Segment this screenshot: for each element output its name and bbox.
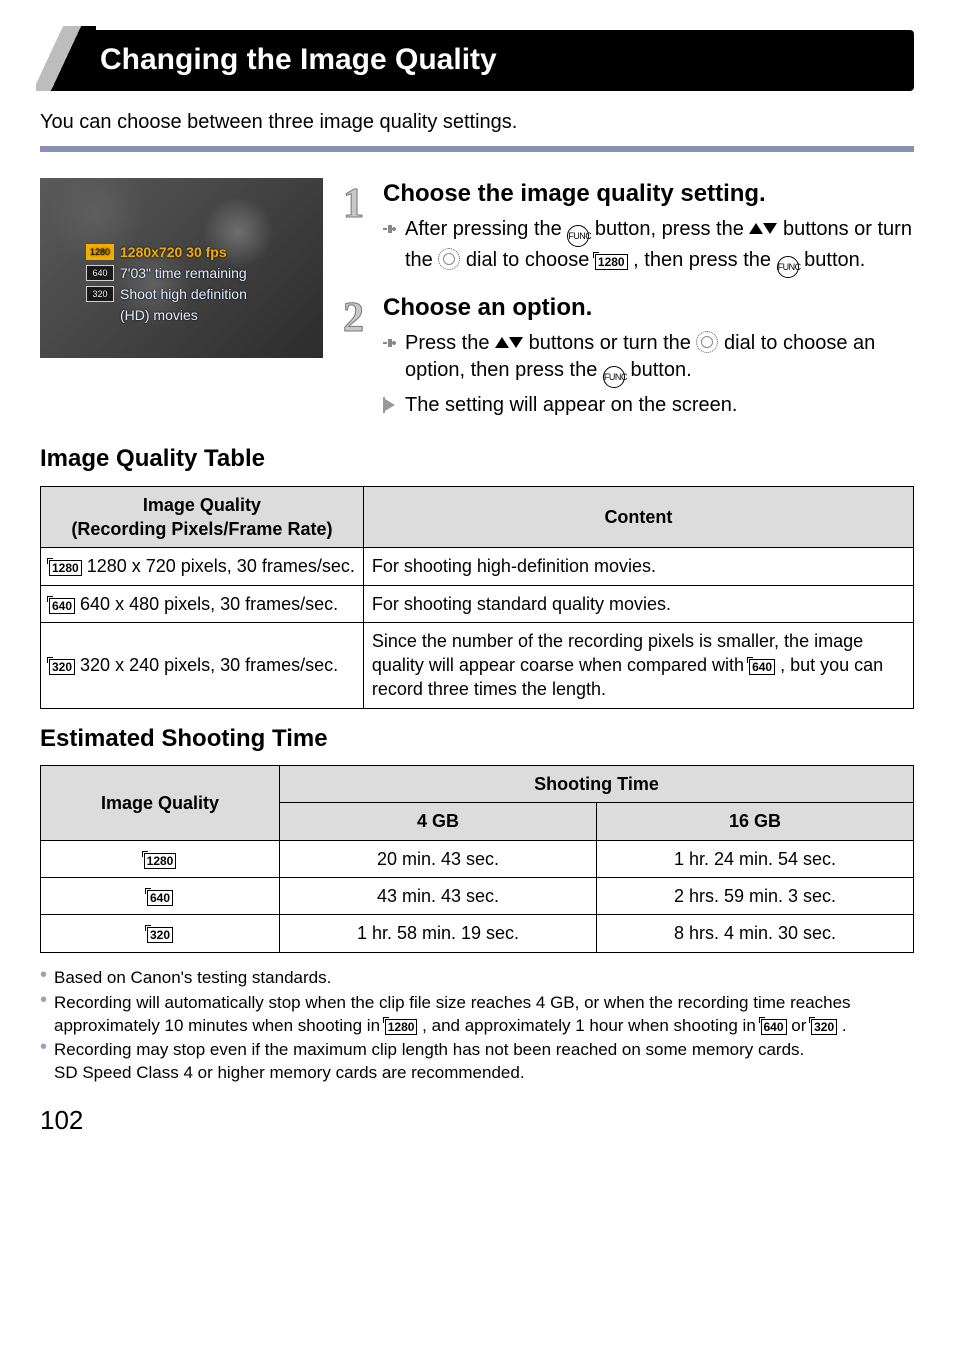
qt-cell-quality: 640 640 x 480 pixels, 30 frames/sec. [41,585,364,622]
footnote-item: Recording may stop even if the maximum c… [40,1039,914,1085]
dial-icon [696,331,718,353]
accent-divider [40,146,914,152]
st-cell-quality: 640 [41,878,280,915]
res-640-icon: 640 [49,598,75,614]
step-title: Choose an option. [383,292,914,324]
osd-line1: 1280x720 30 fps [120,242,227,263]
footnote-item: Recording will automatically stop when t… [40,992,914,1038]
st-cell-16gb: 8 hrs. 4 min. 30 sec. [597,915,914,952]
res-320-icon: 320 [147,927,173,943]
up-icon [495,337,509,348]
table-row: 1280 20 min. 43 sec. 1 hr. 24 min. 54 se… [41,840,914,877]
osd-pill-1280: 1280 [86,244,114,260]
down-icon [509,337,523,348]
footnotes: Based on Canon's testing standards.Recor… [40,967,914,1086]
qt-cell-quality: 320 320 x 240 pixels, 30 frames/sec. [41,622,364,708]
steps-container: 1 Choose the image quality setting. Afte… [343,178,914,434]
table-row: 640 43 min. 43 sec. 2 hrs. 59 min. 3 sec… [41,878,914,915]
up-icon [749,223,763,234]
table-row: 1280 1280 x 720 pixels, 30 frames/sec. F… [41,548,914,585]
table-row: 640 640 x 480 pixels, 30 frames/sec. For… [41,585,914,622]
qt-cell-content: For shooting high-definition movies. [363,548,913,585]
step-body: Press the buttons or turn the dial to ch… [383,330,914,419]
func-set-icon: FUNC [777,256,799,278]
res-1280-icon: 1280 [144,853,177,869]
step-number: 2 [343,290,364,347]
func-set-icon: FUNC [603,366,625,388]
res-1280-icon: 1280 [595,254,628,270]
step-title: Choose the image quality setting. [383,178,914,210]
st-cell-16gb: 1 hr. 24 min. 54 sec. [597,840,914,877]
step-body-line: Press the buttons or turn the dial to ch… [383,330,914,388]
table-row: 320 320 x 240 pixels, 30 frames/sec. Sin… [41,622,914,708]
st-cell-4gb: 43 min. 43 sec. [280,878,597,915]
osd-pill-320: 320 [86,286,114,302]
osd-line4: (HD) movies [120,305,198,326]
st-header-quality: Image Quality [41,766,280,841]
res-320-icon: 320 [811,1019,837,1035]
quality-table-heading: Image Quality Table [40,443,914,475]
step-number: 1 [343,176,364,233]
qt-header-quality: Image Quality(Recording Pixels/Frame Rat… [41,486,364,548]
qt-header-content: Content [363,486,913,548]
page-number: 102 [40,1103,914,1138]
osd-overlay: 1280 1280x720 30 fps 640 7'03" time remain… [86,242,247,326]
step: 2 Choose an option. Press the buttons or… [343,292,914,419]
st-header-16gb: 16 GB [597,803,914,840]
res-1280-icon: 1280 [385,1019,418,1035]
res-1280-icon: 1280 [49,560,82,576]
down-icon [763,223,777,234]
step-body: After pressing the FUNC button, press th… [383,216,914,278]
page-title: Changing the Image Quality [100,43,497,76]
res-640-icon: 640 [761,1019,787,1035]
step-body-line: The setting will appear on the screen. [383,392,914,419]
image-quality-table: Image Quality(Recording Pixels/Frame Rat… [40,486,914,709]
step: 1 Choose the image quality setting. Afte… [343,178,914,278]
st-header-time: Shooting Time [280,766,914,803]
st-cell-quality: 320 [41,915,280,952]
func-set-icon: FUNC [567,225,589,247]
st-cell-4gb: 1 hr. 58 min. 19 sec. [280,915,597,952]
qt-cell-quality: 1280 1280 x 720 pixels, 30 frames/sec. [41,548,364,585]
osd-line2: 7'03" time remaining [120,263,247,284]
st-cell-16gb: 2 hrs. 59 min. 3 sec. [597,878,914,915]
footnote-item: Based on Canon's testing standards. [40,967,914,990]
camera-screenshot: 1280 1280x720 30 fps 640 7'03" time remain… [40,178,323,358]
res-640-icon: 640 [749,659,775,675]
osd-pill-640: 640 [86,265,114,281]
page-title-banner: Changing the Image Quality [40,30,914,91]
res-640-icon: 640 [147,890,173,906]
st-cell-quality: 1280 [41,840,280,877]
st-header-4gb: 4 GB [280,803,597,840]
intro-text: You can choose between three image quali… [40,109,914,136]
qt-cell-content: Since the number of the recording pixels… [363,622,913,708]
qt-cell-content: For shooting standard quality movies. [363,585,913,622]
shooting-time-table: Image Quality Shooting Time 4 GB 16 GB 1… [40,765,914,952]
step-body-line: After pressing the FUNC button, press th… [383,216,914,278]
table-row: 320 1 hr. 58 min. 19 sec. 8 hrs. 4 min. … [41,915,914,952]
dial-icon [438,248,460,270]
res-320-icon: 320 [49,659,75,675]
osd-line3: Shoot high definition [120,284,247,305]
shooting-time-heading: Estimated Shooting Time [40,723,914,755]
st-cell-4gb: 20 min. 43 sec. [280,840,597,877]
